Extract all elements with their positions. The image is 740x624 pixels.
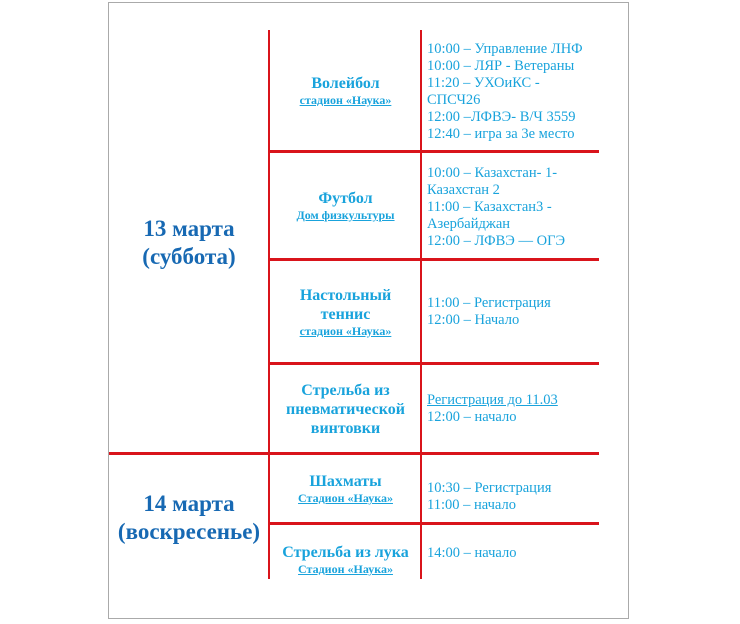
day-label-saturday: 13 марта (суббота) xyxy=(110,215,268,271)
sport-name: Футбол xyxy=(318,189,373,207)
sport-name: Волейбол xyxy=(311,75,380,92)
schedule-line: 14:00 – начало xyxy=(427,544,517,561)
schedule-chess: 10:30 – Регистрация 11:00 – начало xyxy=(427,463,602,531)
day-weekday: (воскресенье) xyxy=(117,519,261,544)
schedule-line: 12:00 –ЛФВЭ- В/Ч 3559 xyxy=(427,109,576,125)
venue-link[interactable]: Стадион «Наука» xyxy=(298,491,393,505)
sport-name: Стрельба из пневматической винтовки xyxy=(285,381,405,437)
sport-name: Стрельба из лука xyxy=(282,544,409,561)
registration-link[interactable]: Регистрация до 11.03 xyxy=(427,392,558,408)
day-label-sunday: 14 марта (воскресенье) xyxy=(110,490,268,546)
schedule-line: 12:40 – игра за 3е место xyxy=(427,126,575,142)
grid-line xyxy=(268,150,599,153)
schedule-line: СПСЧ26 xyxy=(427,92,481,108)
venue-link[interactable]: стадион «Наука» xyxy=(299,323,392,338)
schedule-line: 11:20 – УХОиКС - xyxy=(427,75,540,91)
schedule-archery: 14:00 – начало xyxy=(427,543,602,563)
schedule-line: 12:00 – начало xyxy=(427,409,517,425)
grid-line xyxy=(268,362,599,365)
event-football: Футбол Дом физкультуры xyxy=(271,153,420,258)
page-frame xyxy=(108,2,629,619)
grid-line xyxy=(420,30,422,579)
schedule-line: 10:00 – Казахстан- 1- xyxy=(427,164,558,181)
venue-link[interactable]: стадион «Наука» xyxy=(299,93,392,107)
schedule-table-tennis: 11:00 – Регистрация 12:00 – Начало xyxy=(427,261,602,363)
day-date: 14 марта xyxy=(143,491,235,516)
schedule-line: 11:00 – Регистрация xyxy=(427,295,551,311)
schedule-line: Казахстан 2 xyxy=(427,181,500,198)
schedule-volleyball: 10:00 – Управление ЛНФ 10:00 – ЛЯР - Вет… xyxy=(427,38,602,146)
event-archery: Стрельба из лука Стадион «Наука» xyxy=(271,540,420,580)
grid-line xyxy=(109,452,599,455)
day-weekday: (суббота) xyxy=(142,244,236,269)
grid-line xyxy=(268,30,270,579)
schedule-line: 11:00 – начало xyxy=(427,497,516,513)
schedule-line: 12:00 – Начало xyxy=(427,312,520,328)
day-date: 13 марта xyxy=(143,216,235,241)
sport-name: Настольный теннис xyxy=(299,286,392,323)
schedule-line: 10:00 – ЛЯР - Ветераны xyxy=(427,58,575,74)
grid-line xyxy=(268,258,599,261)
schedule-line: Азербайджан xyxy=(427,215,511,232)
venue-link[interactable]: Дом физкультуры xyxy=(296,207,395,222)
schedule-air-rifle: Регистрация до 11.03 12:00 – начало xyxy=(427,365,602,453)
schedule-line: 10:00 – Управление ЛНФ xyxy=(427,41,583,57)
schedule-football: 10:00 – Казахстан- 1- Казахстан 2 11:00 … xyxy=(427,160,602,254)
event-volleyball: Волейбол стадион «Наука» xyxy=(271,32,420,150)
event-chess: Шахматы Стадион «Наука» xyxy=(271,455,420,523)
event-table-tennis: Настольный теннис стадион «Наука» xyxy=(271,261,420,363)
event-air-rifle: Стрельба из пневматической винтовки xyxy=(271,365,420,453)
schedule-line: 10:30 – Регистрация xyxy=(427,480,552,496)
sport-name: Шахматы xyxy=(309,473,382,490)
schedule-line: 12:00 – ЛФВЭ — ОГЭ xyxy=(427,232,566,249)
venue-link[interactable]: Стадион «Наука» xyxy=(298,562,393,576)
grid-line xyxy=(268,522,599,525)
schedule-line: 11:00 – Казахстан3 - xyxy=(427,198,552,215)
